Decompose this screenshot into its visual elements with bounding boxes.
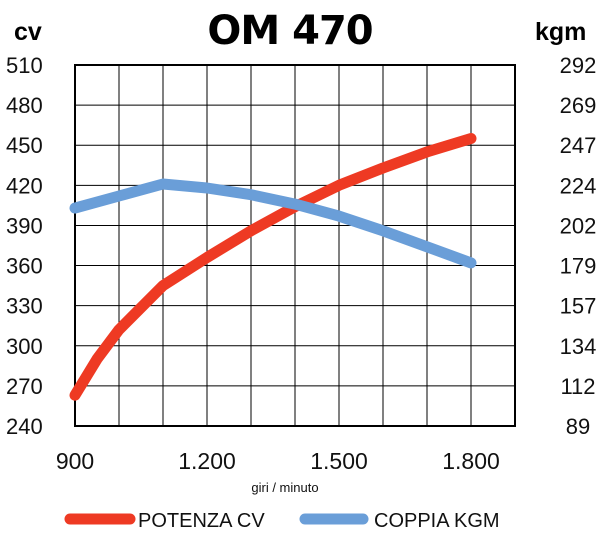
x-tick-label: 900 [56, 448, 94, 474]
y-left-tick-label: 330 [6, 294, 43, 319]
y-left-ticks: 510 480 450 420 390 360 330 300 270 240 [6, 53, 43, 439]
x-tick-label: 1.800 [442, 448, 500, 474]
y-right-tick-label: 292 [560, 53, 597, 78]
y-left-tick-label: 450 [6, 133, 43, 158]
series-layer [69, 133, 477, 401]
x-tick-label: 1.200 [178, 448, 236, 474]
y-left-tick-label: 420 [6, 173, 43, 198]
y-left-tick-label: 270 [6, 374, 43, 399]
y-right-tick-label: 269 [560, 93, 597, 118]
y-left-tick-label: 360 [6, 254, 43, 279]
chart-title: OM 470 [207, 8, 372, 54]
y-right-tick-label: 224 [560, 173, 597, 198]
y-left-tick-label: 390 [6, 213, 43, 238]
plot-frame [74, 64, 516, 427]
y-left-tick-label: 480 [6, 93, 43, 118]
y-right-tick-label: 134 [560, 334, 597, 359]
x-axis-label: giri / minuto [251, 480, 318, 495]
series-line-potenza [69, 133, 477, 401]
y-right-tick-label: 179 [560, 254, 597, 279]
series-line-coppia [69, 178, 477, 269]
y-right-tick-label: 247 [560, 133, 597, 158]
y-right-ticks: 292 269 247 224 202 179 157 134 112 89 [560, 53, 597, 439]
x-ticks: 900 1.200 1.500 1.800 [56, 448, 500, 474]
legend-label-coppia: COPPIA KGM [374, 510, 500, 532]
y-right-tick-label: 89 [566, 414, 590, 439]
y-right-tick-label: 202 [560, 213, 597, 238]
legend-label-potenza: POTENZA CV [138, 510, 265, 532]
legend: POTENZA CV COPPIA KGM [64, 510, 500, 532]
y-right-unit-label: kgm [535, 18, 586, 46]
x-tick-label: 1.500 [310, 448, 368, 474]
y-left-tick-label: 240 [6, 414, 43, 439]
y-left-tick-label: 510 [6, 53, 43, 78]
y-left-unit-label: cv [14, 18, 42, 46]
y-right-tick-label: 157 [560, 294, 597, 319]
y-right-tick-label: 112 [560, 374, 595, 399]
y-left-tick-label: 300 [6, 334, 43, 359]
grid [75, 65, 515, 426]
